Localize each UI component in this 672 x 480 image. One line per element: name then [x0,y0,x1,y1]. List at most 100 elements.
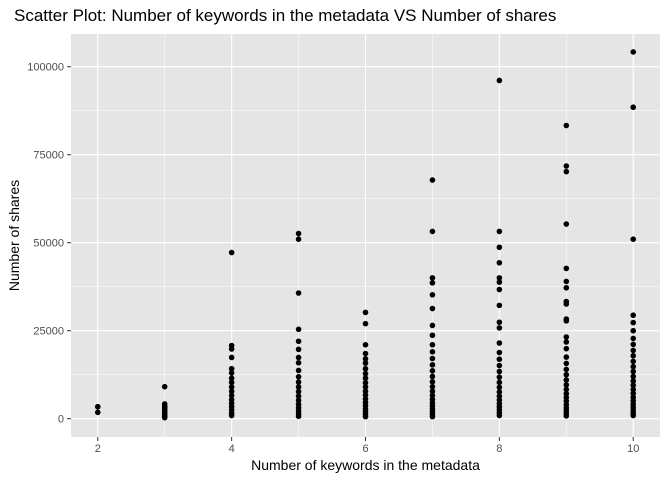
data-point [295,326,302,333]
data-point [563,265,570,272]
data-point [563,345,570,352]
data-point [630,373,637,380]
data-point [496,356,503,363]
data-point [429,177,436,183]
data-point [563,360,570,367]
data-point [429,349,436,355]
data-point [295,388,302,395]
data-point [630,319,637,326]
data-point [295,374,302,380]
data-point [228,412,235,419]
data-point [563,386,570,393]
data-point [630,386,637,393]
data-point [429,378,436,385]
data-point [295,379,302,385]
data-point [362,360,369,366]
data-point [429,332,436,339]
data-point [496,340,503,346]
data-point [295,230,302,237]
data-points [94,49,637,421]
x-axis-ticks: 2 4 6 8 10 [95,437,639,455]
data-point [496,379,503,386]
y-axis-title: Number of shares [6,180,22,291]
data-point [362,350,369,357]
data-point [362,380,369,386]
data-point [362,375,369,382]
data-point [228,249,235,256]
data-point [563,354,570,360]
data-point [429,305,436,312]
data-point [429,292,436,298]
data-point [295,397,302,404]
y-axis-ticks: 0 25000 50000 75000 100000 [27,62,71,426]
data-point [630,352,637,359]
data-point [429,392,436,399]
data-point [563,413,570,419]
data-point [362,320,369,327]
data-point [496,349,503,356]
data-point [228,370,235,376]
data-point [429,280,436,286]
data-point [295,367,302,374]
data-point [429,413,436,420]
data-point [563,366,570,373]
data-point [362,309,369,316]
y-tick-label: 100000 [27,62,64,74]
data-point [630,347,637,354]
data-point [362,341,369,348]
data-point [295,346,302,353]
data-point [496,393,503,399]
data-point [429,275,436,281]
data-point [630,104,637,111]
data-point [429,341,436,348]
data-point [429,383,436,390]
data-point [563,377,570,383]
data-point [563,390,570,397]
data-point [94,403,101,410]
data-point [94,409,101,416]
data-point [496,228,503,235]
data-point [496,77,503,84]
data-point [563,382,570,388]
x-tick-label: 6 [362,443,368,455]
data-point [630,368,637,375]
data-point [496,275,503,281]
data-point [496,374,503,380]
data-point [161,383,168,390]
data-point [362,413,369,420]
data-point [563,334,570,340]
data-point [362,388,369,395]
data-point [496,302,503,309]
chart-title: Scatter Plot: Number of keywords in the … [14,6,556,25]
data-point [228,354,235,361]
data-point [563,168,570,175]
x-tick-label: 8 [496,443,502,455]
data-point [630,335,637,342]
y-tick-label: 0 [58,414,64,426]
data-point [228,388,235,395]
data-point [429,355,436,362]
data-point [362,392,369,398]
data-point [228,392,235,399]
data-point [362,356,369,362]
data-point [563,284,570,291]
data-point [630,412,637,419]
data-point [563,278,570,285]
data-point [228,346,235,352]
data-point [496,244,503,251]
data-point [362,370,369,377]
data-point [563,221,570,227]
y-tick-label: 75000 [33,150,64,162]
x-tick-label: 2 [95,443,101,455]
data-point [295,338,302,345]
data-point [496,319,503,326]
data-point [630,327,637,334]
y-tick-label: 25000 [33,326,64,338]
data-point [496,259,503,266]
data-point [429,373,436,380]
data-point [362,365,369,372]
data-point [630,312,637,319]
data-point [295,354,302,361]
data-point [429,228,436,235]
